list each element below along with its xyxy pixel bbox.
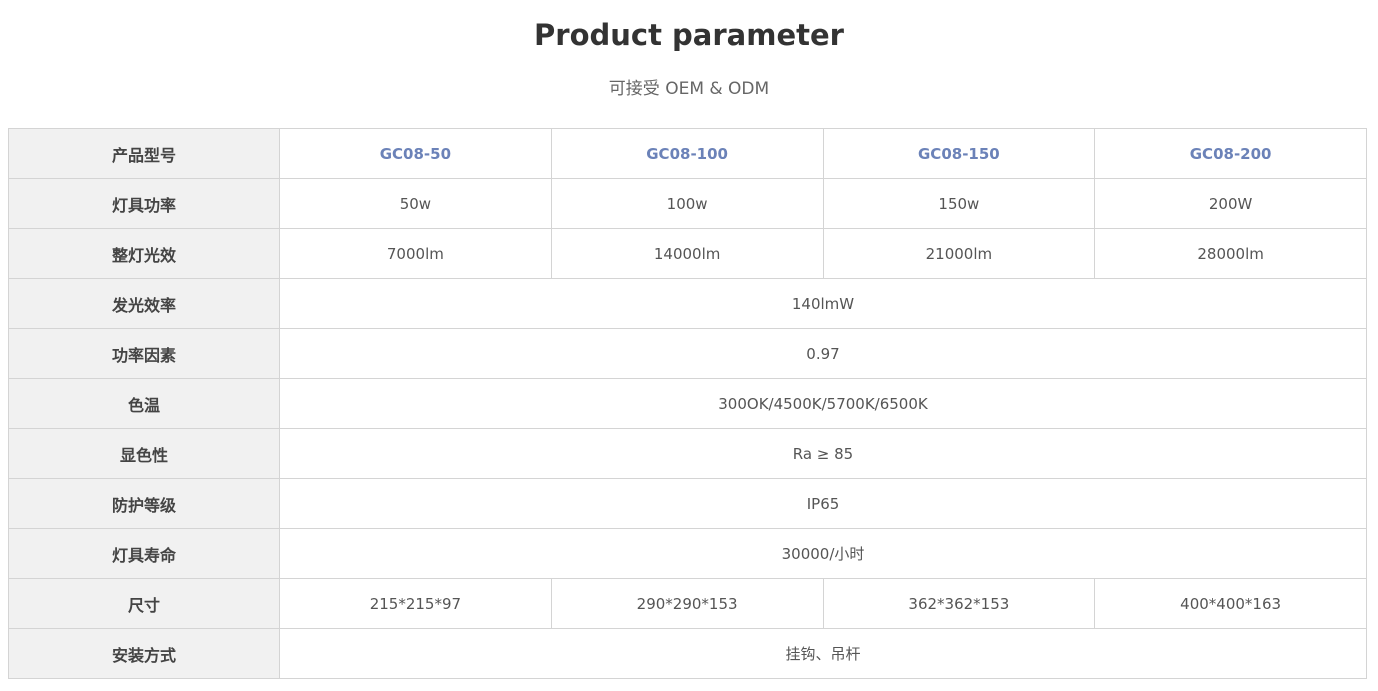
value-cell: Ra ≥ 85 [279,428,1367,479]
table-row: 防护等级 IP65 [8,478,1367,529]
model-cell: GC08-50 [279,128,552,179]
model-cell: GC08-100 [550,128,824,179]
table-row: 灯具寿命 30000/小时 [8,528,1367,579]
value-cell: IP65 [279,478,1367,529]
row-label: 安装方式 [8,628,280,679]
value-cell: 7000lm [279,228,552,279]
product-parameter-table: 产品型号 GC08-50 GC08-100 GC08-150 GC08-200 灯具功率 5… [8,128,1367,679]
row-label: 灯具寿命 [8,528,280,579]
table-row: 发光效率 140lmW [8,278,1367,329]
value-cell: 362*362*153 [822,578,1096,629]
value-cell: 400*400*163 [1094,578,1367,629]
page-title: Product parameter [534,18,844,52]
value-cell: 28000lm [1094,228,1367,279]
table-row: 安装方式 挂钩、吊杆 [8,628,1367,679]
page-subtitle: 可接受 OEM & ODM [608,79,770,99]
table-row: 色温 300OK/4500K/5700K/6500K [8,378,1367,429]
value-cell: 290*290*153 [550,578,824,629]
table-row: 灯具功率 50w 100w 150w 200W [8,178,1367,229]
value-cell: 14000lm [550,228,824,279]
model-cell: GC08-150 [822,128,1096,179]
table-row: 整灯光效 7000lm 14000lm 21000lm 28000lm [8,228,1367,279]
row-label: 发光效率 [8,278,280,329]
table-row: 显色性 Ra ≥ 85 [8,428,1367,479]
value-cell: 21000lm [822,228,1096,279]
value-cell: 300OK/4500K/5700K/6500K [279,378,1367,429]
table-row: 功率因素 0.97 [8,328,1367,379]
model-cell: GC08-200 [1094,128,1367,179]
row-label: 防护等级 [8,478,280,529]
row-label: 尺寸 [8,578,280,629]
table-row: 产品型号 GC08-50 GC08-100 GC08-150 GC08-200 [8,128,1367,179]
table-row: 尺寸 215*215*97 290*290*153 362*362*153 400*40… [8,578,1367,629]
value-cell: 100w [550,178,824,229]
value-cell: 215*215*97 [279,578,552,629]
value-cell: 150w [822,178,1096,229]
value-cell: 30000/小时 [279,528,1367,579]
row-label: 产品型号 [8,128,280,179]
row-label: 功率因素 [8,328,280,379]
value-cell: 0.97 [279,328,1367,379]
value-cell: 挂钩、吊杆 [279,628,1367,679]
row-label: 整灯光效 [8,228,280,279]
value-cell: 50w [279,178,552,229]
value-cell: 200W [1094,178,1367,229]
value-cell: 140lmW [279,278,1367,329]
row-label: 显色性 [8,428,280,479]
row-label: 色温 [8,378,280,429]
row-label: 灯具功率 [8,178,280,229]
